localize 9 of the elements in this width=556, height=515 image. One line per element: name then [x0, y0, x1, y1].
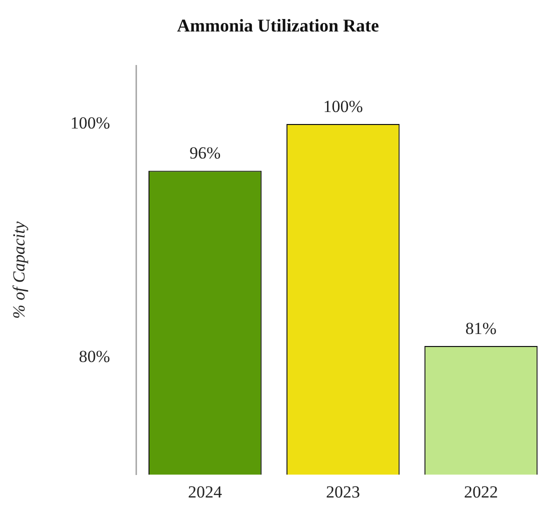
data-label: 81%	[465, 319, 497, 338]
data-label: 100%	[323, 96, 363, 116]
x-tick-label: 2023	[326, 482, 360, 502]
x-tick-label: 2024	[188, 482, 223, 502]
chart-title: Ammonia Utilization Rate	[177, 15, 379, 36]
data-label: 96%	[189, 144, 221, 163]
x-tick-label: 2022	[464, 482, 498, 502]
y-axis-title: % of Capacity	[10, 221, 29, 319]
y-tick-label: 80%	[78, 347, 110, 366]
